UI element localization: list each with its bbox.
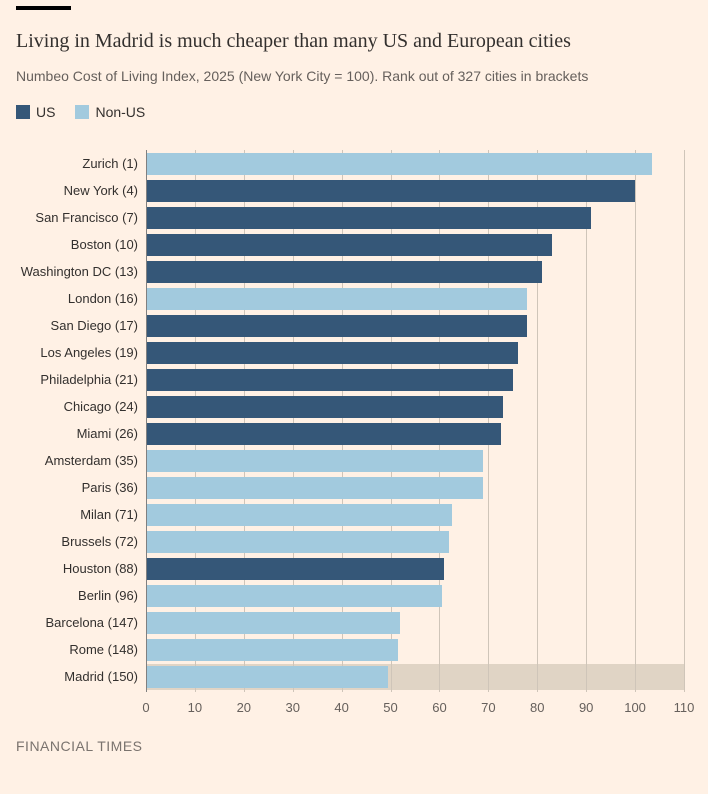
source-credit: FINANCIAL TIMES <box>16 738 692 754</box>
bar-brussels <box>146 531 449 553</box>
legend-item-us: US <box>16 104 55 120</box>
bar-label: Berlin (96) <box>78 585 138 607</box>
bar-label: Philadelphia (21) <box>40 369 138 391</box>
bar-label: Paris (36) <box>82 477 138 499</box>
x-tick: 80 <box>530 700 544 715</box>
bar-label: Boston (10) <box>71 234 138 256</box>
bar-miami <box>146 423 501 445</box>
bar-label: New York (4) <box>64 180 138 202</box>
bar-label: Rome (148) <box>69 639 138 661</box>
x-tick: 70 <box>481 700 495 715</box>
x-tick: 90 <box>579 700 593 715</box>
x-tick: 10 <box>188 700 202 715</box>
bar-label: Brussels (72) <box>61 531 138 553</box>
bar-milan <box>146 504 452 526</box>
bar-madrid <box>146 666 388 688</box>
bar-berlin <box>146 585 442 607</box>
chart-title: Living in Madrid is much cheaper than ma… <box>16 28 692 54</box>
bar-label: Zurich (1) <box>82 153 138 175</box>
bar-philadelphia <box>146 369 513 391</box>
bar-san-diego <box>146 315 527 337</box>
bar-label: Chicago (24) <box>64 396 138 418</box>
bar-rome <box>146 639 398 661</box>
legend-label-nonus: Non-US <box>95 104 145 120</box>
x-tick: 40 <box>334 700 348 715</box>
bar-houston <box>146 558 444 580</box>
bars <box>146 150 684 692</box>
bar-label: Washington DC (13) <box>21 261 138 283</box>
bar-label: London (16) <box>68 288 138 310</box>
legend-swatch-us <box>16 105 30 119</box>
bar-label: San Francisco (7) <box>35 207 138 229</box>
legend: US Non-US <box>16 104 692 120</box>
x-tick: 0 <box>142 700 149 715</box>
legend-item-nonus: Non-US <box>75 104 145 120</box>
x-tick: 50 <box>383 700 397 715</box>
x-axis: 0102030405060708090100110 <box>146 698 684 720</box>
bar-london <box>146 288 527 310</box>
bar-amsterdam <box>146 450 483 472</box>
gridline <box>684 150 685 692</box>
bar-san-francisco <box>146 207 591 229</box>
bar-los-angeles <box>146 342 518 364</box>
bar-label: Miami (26) <box>77 423 138 445</box>
bar-label: Houston (88) <box>63 558 138 580</box>
bar-new-york <box>146 180 635 202</box>
x-tick: 20 <box>237 700 251 715</box>
bar-washington-dc <box>146 261 542 283</box>
bar-label: Barcelona (147) <box>46 612 139 634</box>
bar-boston <box>146 234 552 256</box>
y-axis-labels: Zurich (1) New York (4) San Francisco (7) B… <box>16 150 146 692</box>
chart-subtitle: Numbeo Cost of Living Index, 2025 (New Y… <box>16 68 692 84</box>
bar-label: Milan (71) <box>80 504 138 526</box>
x-tick: 100 <box>624 700 646 715</box>
x-axis-baseline <box>146 150 147 692</box>
x-tick: 30 <box>285 700 299 715</box>
bar-chart: Zurich (1) New York (4) San Francisco (7) B… <box>16 150 692 720</box>
bar-chicago <box>146 396 503 418</box>
bar-paris <box>146 477 483 499</box>
bar-barcelona <box>146 612 400 634</box>
legend-label-us: US <box>36 104 55 120</box>
legend-swatch-nonus <box>75 105 89 119</box>
accent-bar <box>16 6 71 10</box>
bar-label: Los Angeles (19) <box>40 342 138 364</box>
bar-label: Amsterdam (35) <box>45 450 138 472</box>
plot-area <box>146 150 684 692</box>
bar-label: San Diego (17) <box>51 315 138 337</box>
bar-label: Madrid (150) <box>64 666 138 688</box>
x-tick: 110 <box>674 700 695 715</box>
x-tick: 60 <box>432 700 446 715</box>
bar-zurich <box>146 153 652 175</box>
